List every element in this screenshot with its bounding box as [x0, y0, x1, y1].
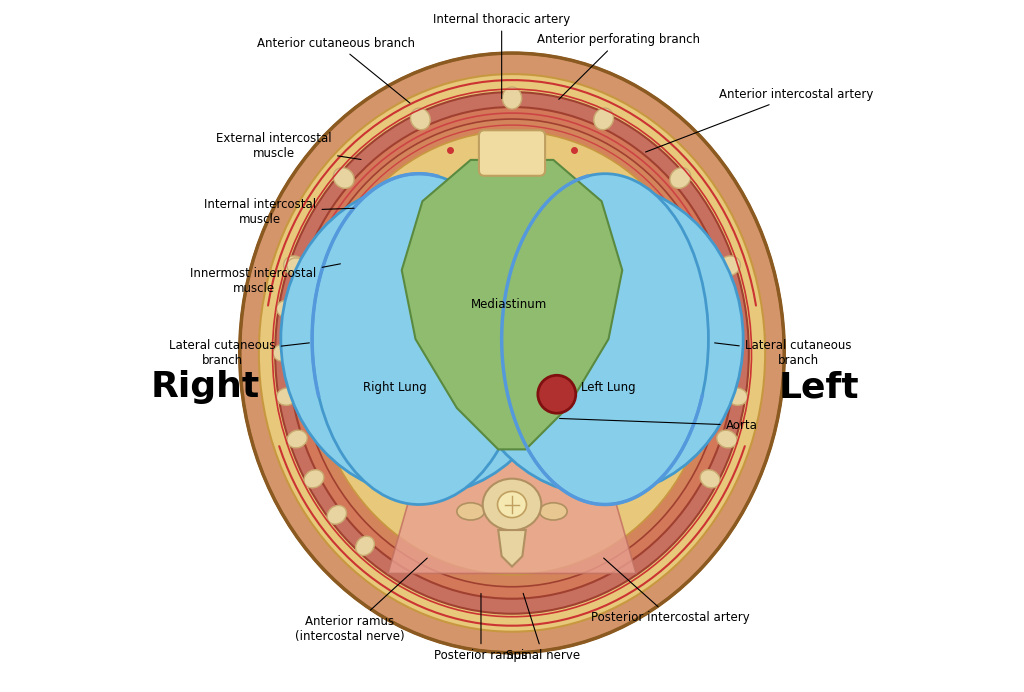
- FancyBboxPatch shape: [479, 130, 545, 176]
- Text: Internal thoracic artery: Internal thoracic artery: [433, 12, 570, 98]
- Ellipse shape: [287, 258, 307, 275]
- Text: Posterior intercostal artery: Posterior intercostal artery: [591, 558, 750, 624]
- Ellipse shape: [273, 345, 294, 361]
- Ellipse shape: [240, 53, 784, 653]
- Ellipse shape: [355, 536, 375, 556]
- Ellipse shape: [727, 388, 748, 406]
- Ellipse shape: [289, 107, 735, 599]
- Ellipse shape: [259, 74, 765, 632]
- Ellipse shape: [719, 256, 740, 275]
- Text: Lateral cutaneous
branch: Lateral cutaneous branch: [169, 339, 309, 367]
- Text: Internal intercostal
muscle: Internal intercostal muscle: [205, 198, 354, 226]
- Ellipse shape: [284, 256, 305, 275]
- Ellipse shape: [312, 174, 525, 504]
- Polygon shape: [388, 456, 636, 574]
- Text: Spinal nerve: Spinal nerve: [506, 593, 580, 662]
- Ellipse shape: [287, 430, 307, 448]
- Ellipse shape: [457, 503, 484, 520]
- Text: Anterior intercostal artery: Anterior intercostal artery: [645, 88, 873, 152]
- Ellipse shape: [300, 119, 724, 587]
- Text: External intercostal
muscle: External intercostal muscle: [216, 132, 361, 160]
- Ellipse shape: [276, 388, 297, 406]
- Ellipse shape: [670, 167, 691, 188]
- Ellipse shape: [327, 505, 346, 524]
- Ellipse shape: [503, 87, 521, 109]
- Ellipse shape: [304, 470, 324, 488]
- Ellipse shape: [276, 300, 297, 318]
- Polygon shape: [499, 530, 525, 567]
- Ellipse shape: [411, 108, 430, 129]
- Ellipse shape: [717, 430, 737, 448]
- Ellipse shape: [594, 108, 613, 129]
- Ellipse shape: [538, 375, 575, 413]
- Ellipse shape: [333, 167, 354, 188]
- Ellipse shape: [460, 183, 743, 495]
- Text: Left: Left: [778, 370, 859, 404]
- Ellipse shape: [540, 503, 567, 520]
- Text: Posterior ramus: Posterior ramus: [434, 594, 527, 662]
- Ellipse shape: [502, 174, 709, 504]
- Ellipse shape: [310, 131, 714, 575]
- Text: Anterior cutaneous branch: Anterior cutaneous branch: [257, 37, 416, 103]
- Text: Mediastinum: Mediastinum: [470, 298, 547, 311]
- Ellipse shape: [700, 470, 720, 488]
- Text: Right: Right: [151, 370, 260, 404]
- Ellipse shape: [275, 92, 749, 614]
- Text: Aorta: Aorta: [559, 419, 758, 432]
- Ellipse shape: [482, 479, 542, 530]
- Text: Anterior perforating branch: Anterior perforating branch: [538, 33, 700, 100]
- Polygon shape: [401, 160, 623, 449]
- Ellipse shape: [281, 183, 564, 495]
- Ellipse shape: [498, 491, 526, 518]
- Text: Anterior ramus
(intercostal nerve): Anterior ramus (intercostal nerve): [295, 558, 427, 643]
- Text: Right Lung: Right Lung: [362, 381, 427, 394]
- Text: Left Lung: Left Lung: [582, 381, 636, 394]
- Text: Lateral cutaneous
branch: Lateral cutaneous branch: [715, 339, 851, 367]
- Text: Innermost intercostal
muscle: Innermost intercostal muscle: [190, 264, 340, 295]
